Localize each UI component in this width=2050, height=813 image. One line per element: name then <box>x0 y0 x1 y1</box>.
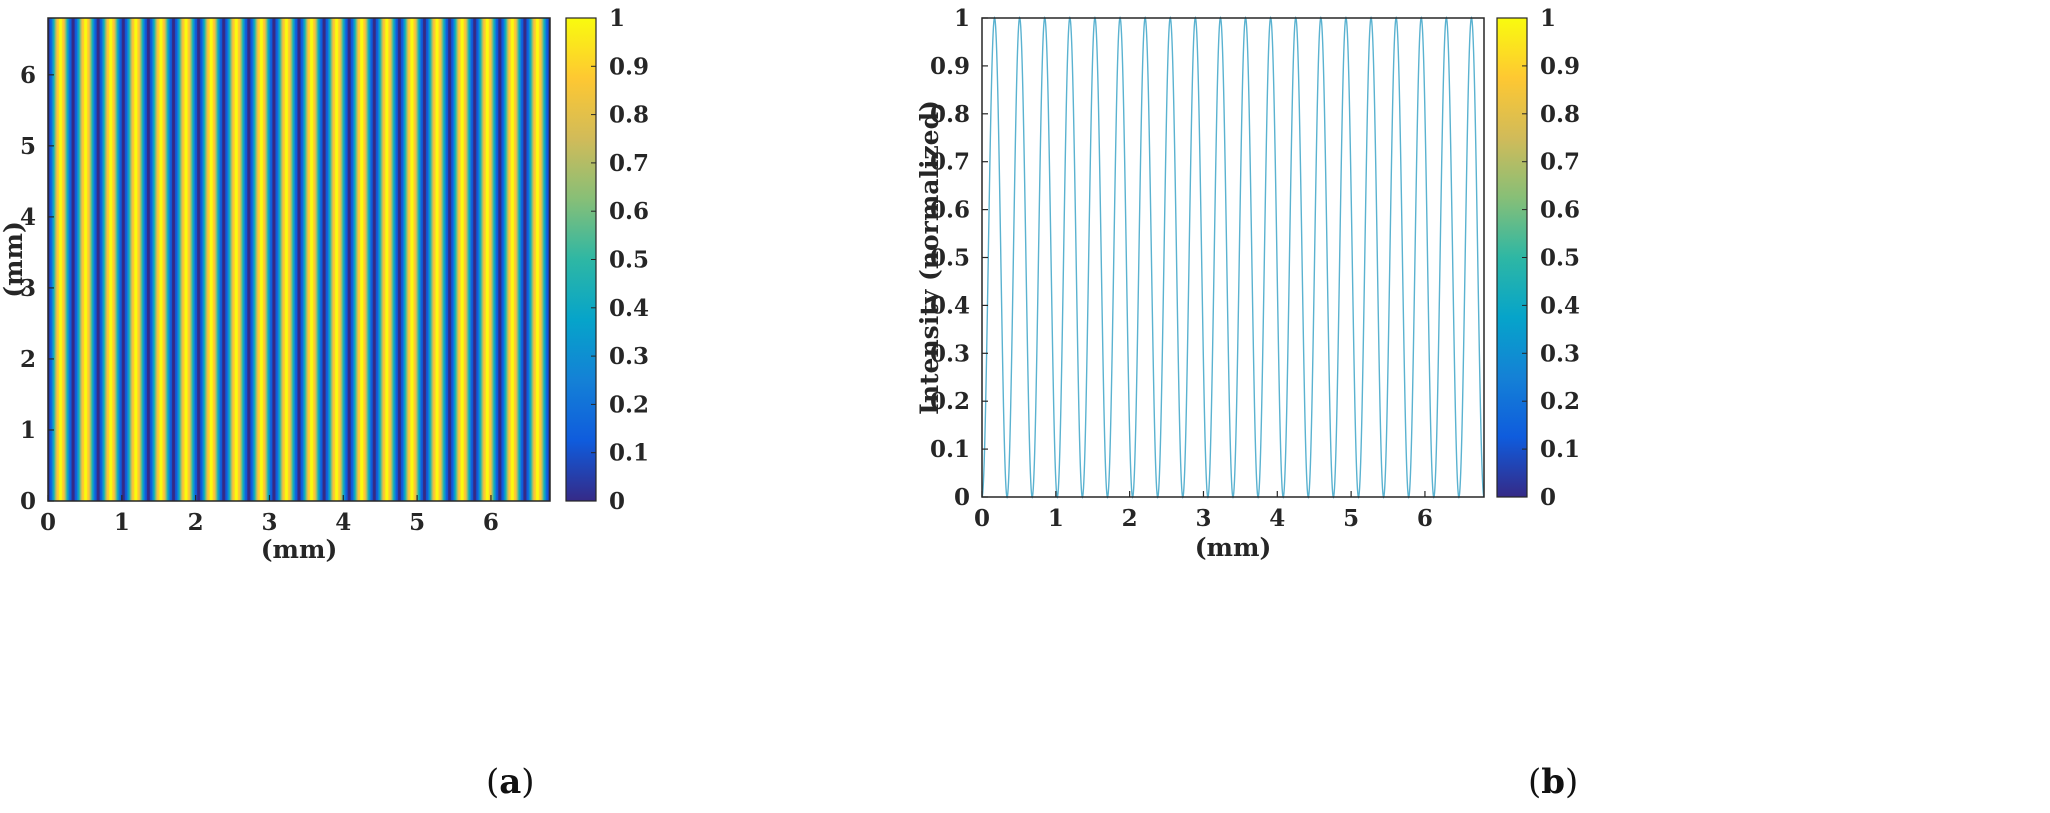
heatmap-colorbar-tick-label: 0.6 <box>609 198 649 225</box>
heatmap-x-tick-label: 6 <box>483 509 499 536</box>
panel-label-b-open: ( <box>1528 762 1542 802</box>
heatmap-y-tick-label: 1 <box>20 417 36 444</box>
profile-x-tick-label: 0 <box>974 505 990 532</box>
heatmap-x-ticks: 0 1 2 3 4 5 6 <box>40 495 499 536</box>
heatmap-y-axis-label: (mm) <box>0 221 28 298</box>
profile-y-tick-label: 0.9 <box>930 53 970 80</box>
heatmap-x-tick-label: 2 <box>188 509 204 536</box>
heatmap-colorbar-tick-label: 0 <box>609 488 625 515</box>
profile-colorbar-tick-label: 0.6 <box>1540 197 1580 224</box>
heatmap-x-tick-label: 3 <box>261 509 277 536</box>
profile-colorbar-tick-label: 0.3 <box>1540 340 1580 367</box>
profile-y-tick-label: 0.5 <box>930 245 970 272</box>
heatmap-colorbar-tick-label: 0.1 <box>609 440 649 467</box>
profile-x-axis-label: (mm) <box>1195 533 1272 562</box>
profile-plot-area <box>982 18 1484 497</box>
profile-x-tick-label: 2 <box>1122 505 1138 532</box>
heatmap-colorbar-tick-label: 0.3 <box>609 343 649 370</box>
heatmap-y-ticks: 0 1 2 3 4 5 6 <box>20 62 54 515</box>
profile-colorbar-tick-label: 0.8 <box>1540 101 1580 128</box>
heatmap-y-tick-label: 6 <box>20 62 36 89</box>
profile-y-tick-label: 0.1 <box>930 436 970 463</box>
profile-colorbar-tick-label: 0.4 <box>1540 292 1580 319</box>
profile-x-tick-label: 5 <box>1343 505 1359 532</box>
profile-y-tick-label: 0.3 <box>930 340 970 367</box>
heatmap-colorbar-ticks: 0 0.1 0.2 0.3 0.4 0.5 0.6 0.7 0.8 0.9 1 <box>591 5 649 515</box>
profile-colorbar-tick-label: 0.2 <box>1540 388 1580 415</box>
profile-y-tick-label: 0.4 <box>930 292 970 319</box>
heatmap-colorbar-tick-label: 0.5 <box>609 247 649 274</box>
profile-colorbar-tick-label: 1 <box>1540 5 1556 32</box>
heatmap-y-tick-label: 4 <box>20 204 36 231</box>
profile-x-tick-label: 3 <box>1195 505 1211 532</box>
panel-label-b: (b) <box>1528 762 1578 802</box>
panel-label-a: (a) <box>486 762 535 802</box>
heatmap-image <box>48 18 550 501</box>
heatmap-colorbar-tick-label: 1 <box>609 5 625 32</box>
heatmap-x-tick-label: 5 <box>409 509 425 536</box>
profile-y-tick-label: 0.6 <box>930 197 970 224</box>
heatmap-x-tick-label: 1 <box>114 509 130 536</box>
heatmap-x-tick-label: 0 <box>40 509 56 536</box>
heatmap-colorbar-tick-label: 0.4 <box>609 295 649 322</box>
profile-colorbar-tick-label: 0.7 <box>1540 149 1580 176</box>
profile-y-ticks: 0 0.1 0.2 0.3 0.4 0.5 0.6 0.7 0.8 0.9 1 <box>930 5 988 511</box>
heatmap-colorbar-tick-label: 0.8 <box>609 102 649 129</box>
heatmap-y-tick-label: 2 <box>20 346 36 373</box>
heatmap-y-tick-label: 0 <box>20 488 36 515</box>
heatmap-y-tick-label: 5 <box>20 133 36 160</box>
profile-y-tick-label: 0.7 <box>930 149 970 176</box>
profile-x-tick-label: 6 <box>1417 505 1433 532</box>
panel-label-b-close: ) <box>1565 762 1579 802</box>
heatmap-x-tick-label: 4 <box>335 509 351 536</box>
profile-y-tick-label: 1 <box>954 5 970 32</box>
profile-x-ticks: 0 1 2 3 4 5 6 <box>974 491 1433 532</box>
profile-y-tick-label: 0.2 <box>930 388 970 415</box>
profile-x-tick-label: 1 <box>1048 505 1064 532</box>
profile-colorbar-tick-label: 0 <box>1540 484 1556 511</box>
heatmap-y-tick-label: 3 <box>20 275 36 302</box>
profile-panel: 0 1 2 3 4 5 6 0 0.1 0.2 0.3 0.4 0.5 0.6 0.7 0.8 0.9 1 (m… <box>915 5 1580 562</box>
heatmap-x-axis-label: (mm) <box>261 535 338 564</box>
panel-label-a-close: ) <box>521 762 535 802</box>
profile-y-tick-label: 0.8 <box>930 101 970 128</box>
panel-label-a-letter: a <box>499 762 522 802</box>
profile-x-tick-label: 4 <box>1269 505 1285 532</box>
heatmap-colorbar-tick-label: 0.2 <box>609 391 649 418</box>
heatmap-axes-box <box>47 17 551 502</box>
profile-colorbar-tick-label: 0.9 <box>1540 53 1580 80</box>
profile-colorbar-ticks: 0 0.1 0.2 0.3 0.4 0.5 0.6 0.7 0.8 0.9 1 <box>1522 5 1580 511</box>
panel-label-b-letter: b <box>1541 762 1566 802</box>
heatmap-colorbar-tick-label: 0.7 <box>609 150 649 177</box>
profile-colorbar-tick-label: 0.1 <box>1540 436 1580 463</box>
profile-y-tick-label: 0 <box>954 484 970 511</box>
profile-y-axis-label: Intensity (normalized) <box>915 100 944 415</box>
heatmap-colorbar-tick-label: 0.9 <box>609 53 649 80</box>
profile-colorbar-tick-label: 0.5 <box>1540 245 1580 272</box>
panel-label-a-open: ( <box>486 762 500 802</box>
